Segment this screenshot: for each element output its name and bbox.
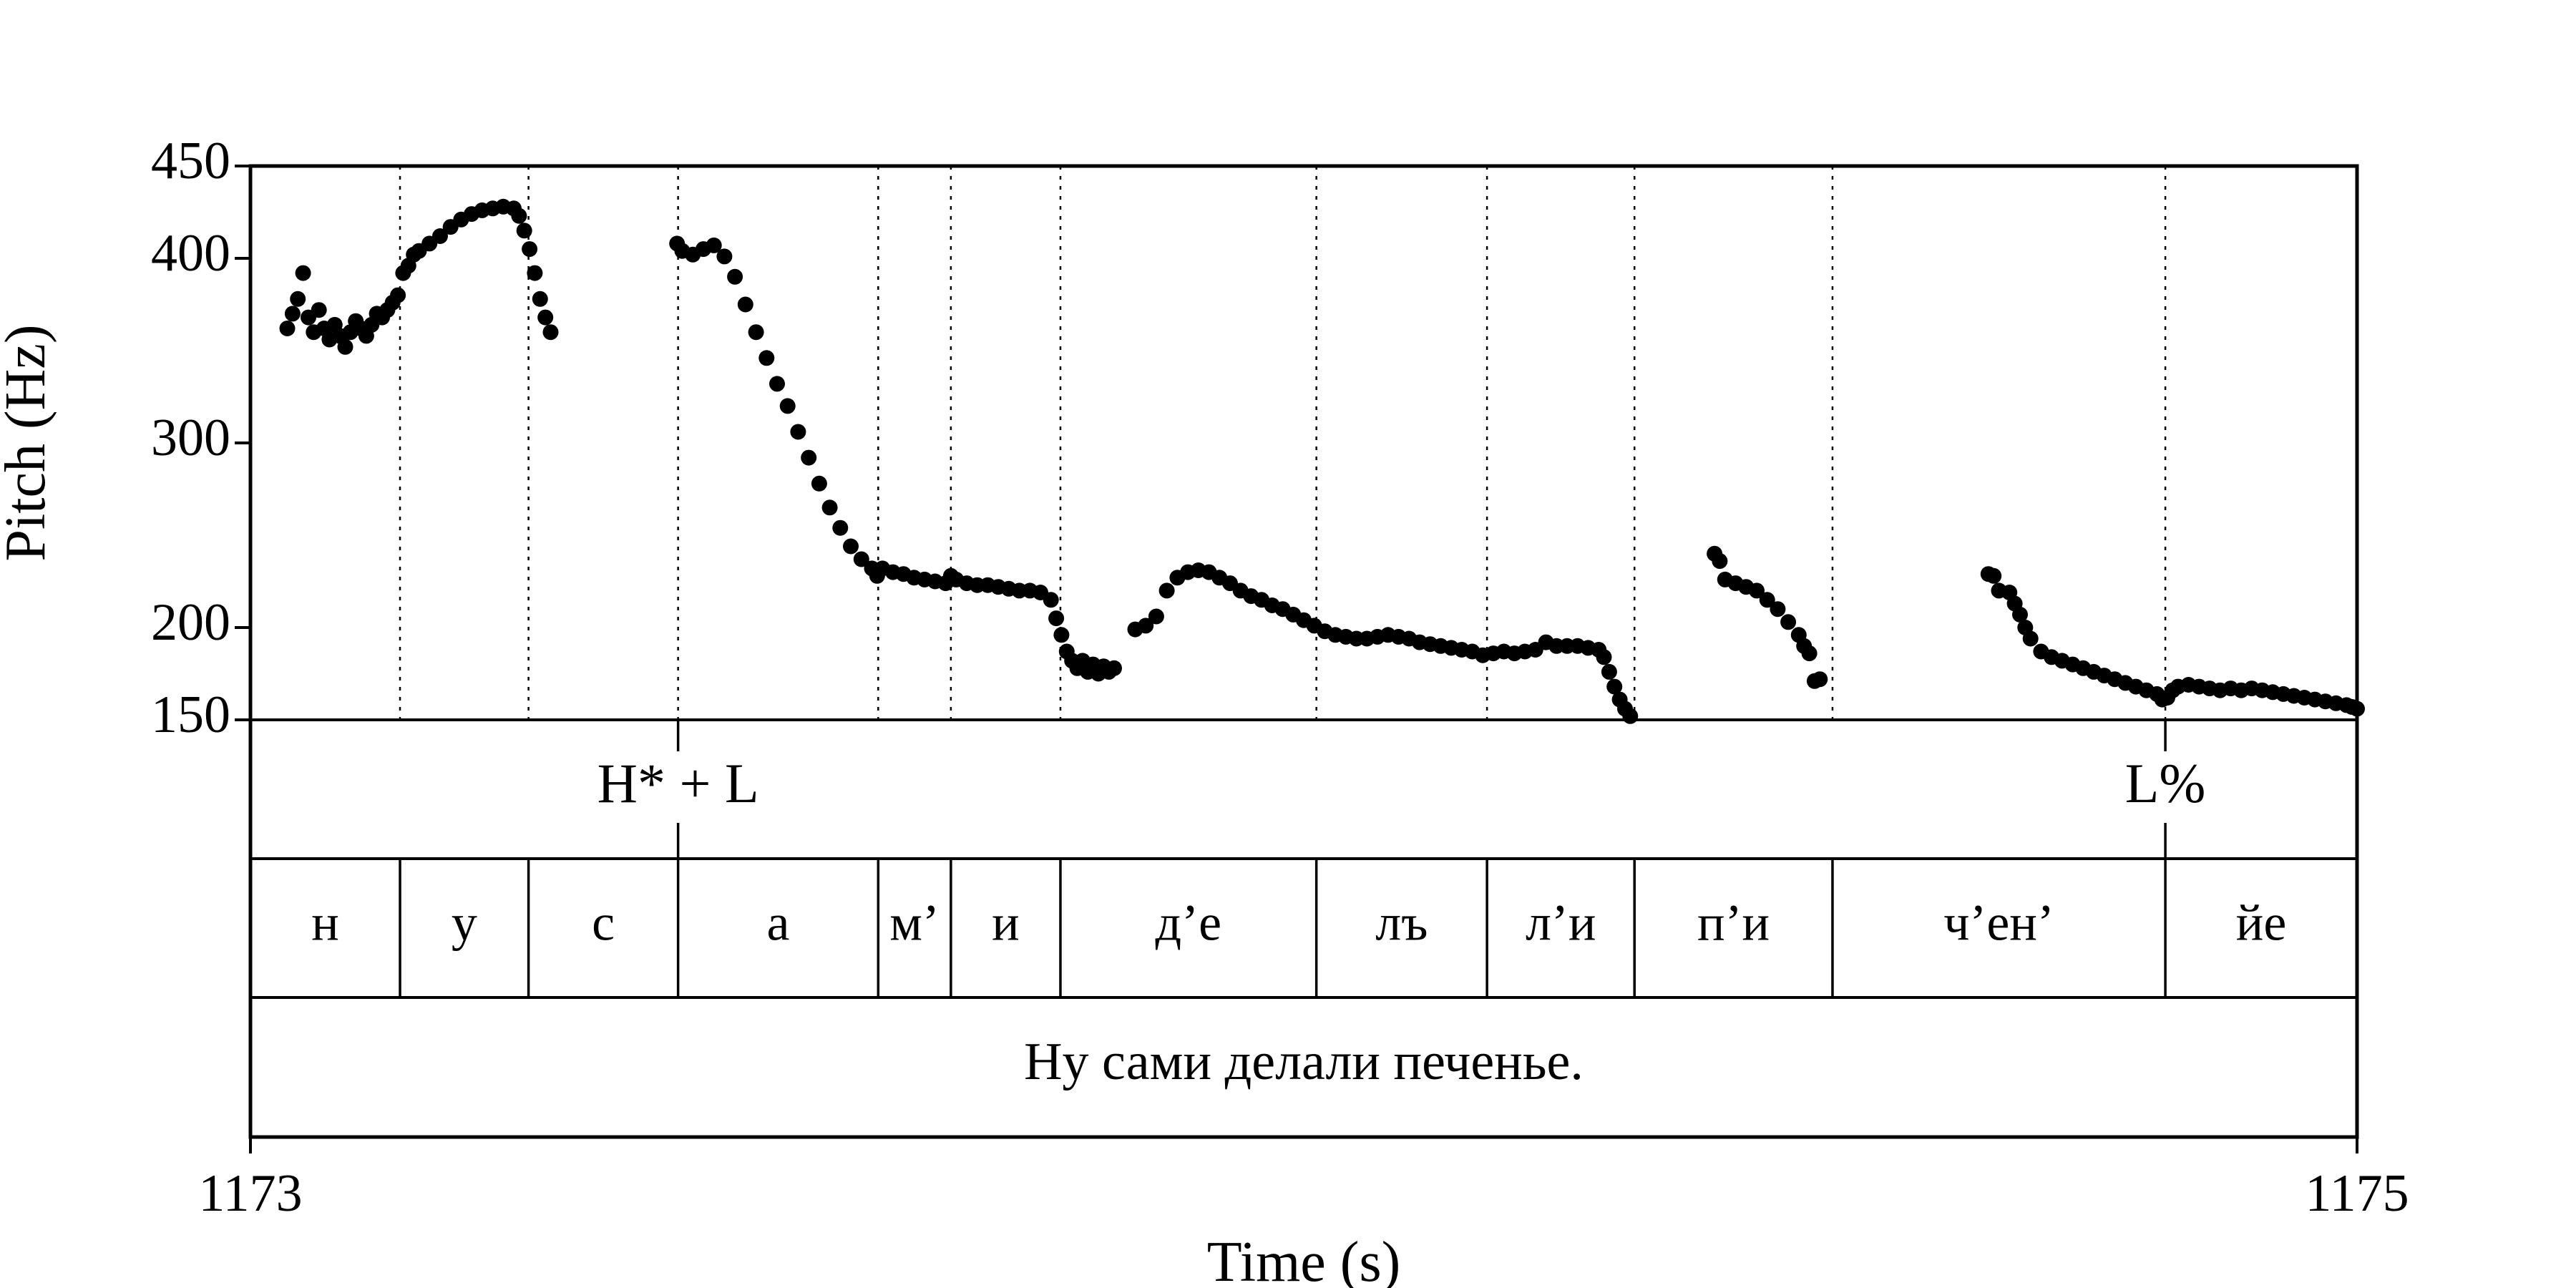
pitch-point — [279, 321, 296, 336]
pitch-point — [290, 291, 306, 307]
pitch-point — [527, 265, 543, 281]
segment-label: лъ — [1375, 894, 1428, 952]
pitch-point — [542, 324, 559, 341]
tone-label: L% — [2125, 752, 2206, 814]
segment-label: с — [592, 894, 615, 952]
segment-label: и — [992, 894, 1020, 952]
pitch-point — [779, 398, 796, 414]
pitch-point — [432, 228, 448, 244]
segment-label: л’и — [1526, 894, 1596, 952]
segment-label: м’ — [889, 894, 940, 952]
pitch-point — [821, 499, 838, 516]
segment-label: у — [452, 894, 477, 952]
pitch-point — [1596, 649, 1612, 665]
pitch-point — [1043, 592, 1059, 608]
pitch-point — [1606, 678, 1623, 695]
pitch-point — [522, 241, 538, 258]
pitch-point — [1048, 610, 1065, 627]
pitch-point — [758, 350, 775, 366]
pitch-point — [853, 551, 869, 567]
pitch-point — [1158, 582, 1175, 599]
pitch-point — [1138, 618, 1154, 634]
pitch-point — [1812, 671, 1828, 688]
pitch-point — [2012, 606, 2028, 623]
sentence-label: Ну сами делали печенье. — [1024, 1033, 1584, 1091]
pitch-point — [1801, 645, 1818, 662]
pitch-point — [801, 449, 817, 466]
pitch-point — [537, 309, 554, 326]
pitch-point — [748, 324, 764, 341]
y-tick-label: 400 — [151, 224, 230, 283]
y-tick-label: 300 — [151, 409, 230, 467]
pitch-point — [1712, 553, 1728, 570]
x-tick-label: 1175 — [2305, 1164, 2409, 1223]
pitch-point — [1053, 627, 1070, 643]
pitch-point — [769, 376, 785, 392]
pitch-point — [1770, 601, 1786, 618]
pitch-point — [1759, 592, 1775, 608]
pitch-point — [790, 424, 806, 440]
pitch-point — [311, 302, 327, 318]
segment-label: а — [766, 894, 789, 952]
pitch-point — [832, 519, 849, 536]
pitch-point — [843, 538, 859, 555]
axis-ticks: 150 200 300 400 450 1173 1175 — [151, 132, 2409, 1223]
pitch-point — [295, 265, 311, 281]
segment-boundary-lines — [399, 166, 2167, 720]
y-axis-label: Pitch (Hz) — [0, 324, 57, 561]
tone-label: H* + L — [597, 752, 759, 814]
pitch-point — [337, 338, 353, 355]
pitch-point — [811, 475, 827, 492]
x-axis-label: Time (s) — [1207, 1231, 1400, 1288]
pitch-point — [1780, 614, 1797, 630]
x-tick-label: 1173 — [198, 1164, 302, 1223]
y-tick-label: 150 — [151, 686, 230, 744]
segment-label: д’е — [1156, 894, 1222, 952]
chart-frame — [248, 164, 2359, 1139]
pitch-point — [1601, 663, 1617, 680]
segment-label: н — [311, 894, 339, 952]
pitch-point — [2022, 630, 2039, 647]
pitch-point — [532, 291, 548, 307]
segment-label: ч’ен’ — [1943, 894, 2054, 952]
annotation-tiers: H* + L L% н у с а м’ и д’е лъ л’и п’и ч’ен’ йе Ну сами… — [311, 720, 2286, 1091]
pitch-point — [390, 287, 406, 303]
pitch-point — [1106, 660, 1122, 676]
segment-label: п’и — [1697, 894, 1770, 952]
y-tick-label: 200 — [151, 593, 230, 652]
pitch-point — [516, 223, 532, 239]
pitch-point — [727, 268, 743, 285]
pitch-point — [706, 237, 722, 253]
plot-border — [248, 164, 2359, 1139]
pitch-point — [716, 248, 733, 265]
pitch-track — [279, 198, 2365, 724]
segment-label: йе — [2236, 894, 2287, 952]
pitch-point — [1622, 708, 1639, 724]
pitch-point — [511, 208, 527, 224]
pitch-point — [1148, 608, 1164, 625]
pitch-point — [737, 296, 753, 313]
pitch-point — [1749, 582, 1765, 599]
pitch-point — [2349, 701, 2365, 717]
y-tick-label: 450 — [151, 132, 230, 190]
pitch-point — [284, 306, 301, 322]
pitch-point — [1986, 567, 2002, 584]
